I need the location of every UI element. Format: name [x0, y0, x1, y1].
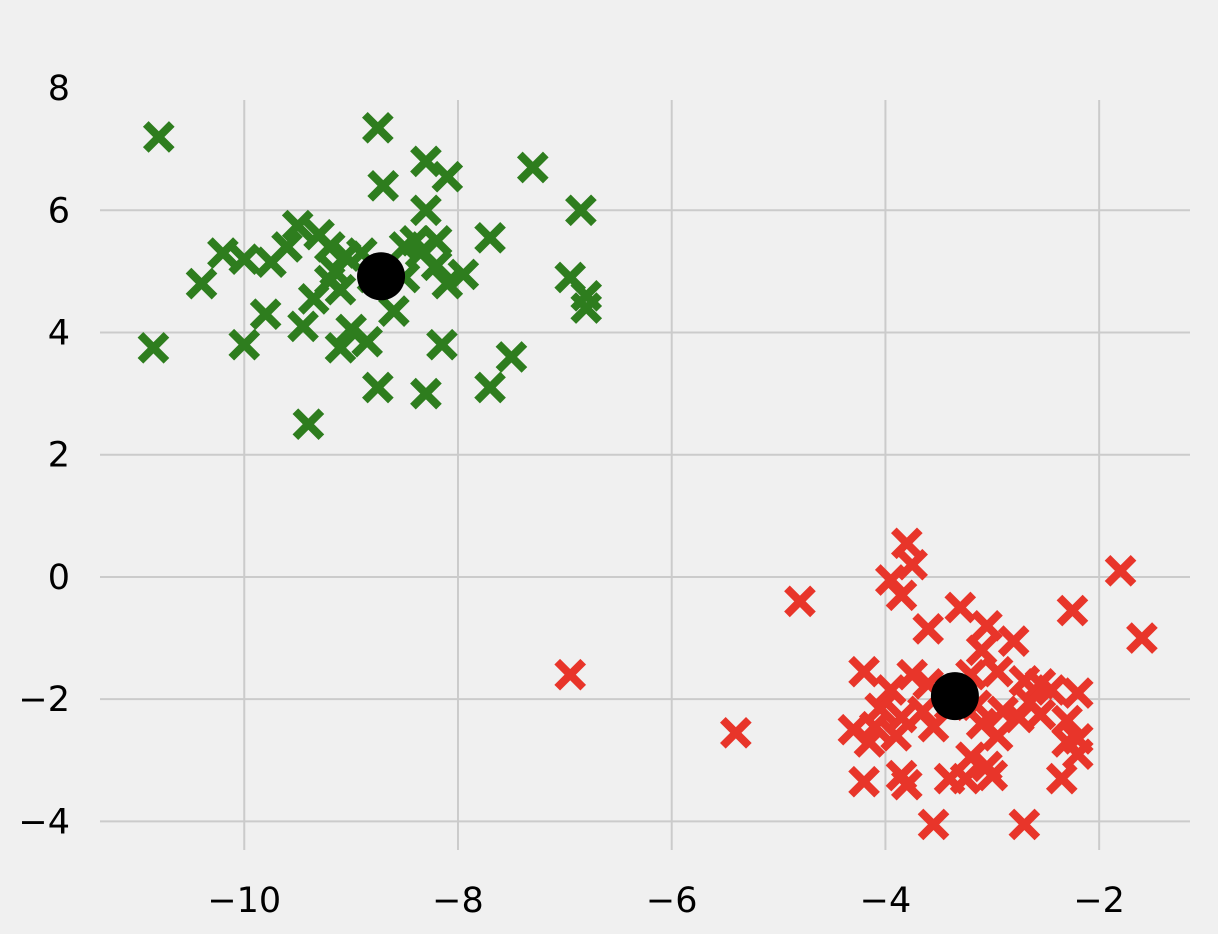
x-marker-point — [1008, 808, 1041, 841]
x-marker-point — [971, 610, 1003, 642]
y-tick-label: 6 — [48, 191, 70, 231]
x-marker-point — [362, 371, 394, 404]
y-tick-label: −4 — [18, 802, 70, 842]
x-marker-point — [351, 325, 383, 358]
x-marker-point — [431, 160, 464, 193]
x-marker-point — [207, 237, 239, 269]
x-marker-point — [287, 310, 319, 343]
x-marker-point — [495, 341, 528, 373]
x-marker-point — [297, 283, 330, 315]
x-marker-point — [1024, 698, 1057, 731]
y-tick-label: −2 — [18, 680, 70, 720]
x-marker-point — [570, 292, 603, 324]
x-marker-point — [1045, 762, 1078, 795]
x-marker-point — [885, 579, 918, 612]
x-marker-point — [997, 625, 1030, 657]
x-marker-point — [367, 170, 400, 202]
y-axis-tick-labels: −4 −2 0 2 4 6 8 — [18, 69, 70, 842]
x-marker-point — [896, 658, 928, 691]
y-tick-label: 0 — [48, 558, 70, 598]
x-marker-point — [410, 194, 442, 227]
x-marker-point — [228, 243, 261, 275]
centroid-point — [357, 252, 406, 301]
x-marker-point — [874, 674, 907, 706]
centroid-point — [930, 672, 979, 721]
x-marker-point — [431, 267, 464, 300]
x-marker-point — [447, 258, 480, 291]
x-marker-point — [890, 527, 923, 560]
x-marker-point — [292, 408, 325, 440]
x-marker-point — [848, 655, 880, 688]
x-marker-point — [185, 267, 218, 300]
x-marker-point — [554, 658, 587, 691]
x-marker-point — [896, 548, 928, 581]
x-marker-point — [324, 273, 357, 306]
y-tick-label: 2 — [48, 436, 70, 476]
x-marker-point — [1056, 594, 1089, 627]
grid — [100, 100, 1190, 850]
x-tick-label: −6 — [646, 881, 698, 921]
x-marker-point — [378, 295, 410, 327]
x-marker-point — [981, 720, 1014, 752]
series-0 — [137, 111, 603, 440]
x-marker-point — [249, 298, 282, 330]
x-marker-point — [281, 209, 314, 242]
x-tick-label: −4 — [860, 881, 912, 921]
x-axis-tick-labels: −10 −8 −6 −4 −2 — [207, 881, 1125, 921]
x-marker-point — [848, 765, 880, 798]
x-marker-point — [880, 720, 912, 752]
y-tick-label: 4 — [48, 314, 70, 354]
x-marker-point — [912, 613, 945, 645]
x-marker-point — [1104, 555, 1137, 587]
x-marker-point — [987, 695, 1019, 728]
x-marker-point — [890, 768, 923, 801]
series-1 — [554, 527, 1158, 841]
x-marker-point — [917, 808, 950, 841]
x-marker-point — [420, 249, 453, 282]
x-marker-point — [516, 151, 549, 184]
x-marker-point — [137, 331, 170, 364]
x-marker-point — [474, 371, 506, 404]
x-marker-point — [853, 726, 886, 758]
x-marker-point — [1035, 674, 1067, 706]
x-marker-point — [944, 591, 977, 624]
x-tick-label: −10 — [207, 881, 281, 921]
y-tick-label: 8 — [48, 69, 70, 109]
x-marker-point — [976, 759, 1009, 792]
x-marker-point — [362, 111, 394, 144]
x-marker-point — [426, 328, 458, 361]
centroids — [357, 252, 979, 721]
x-marker-point — [142, 121, 175, 153]
data-points — [137, 111, 1158, 841]
x-marker-point — [917, 710, 950, 743]
x-marker-point — [474, 221, 506, 254]
x-marker-point — [1061, 738, 1094, 770]
x-tick-label: −8 — [432, 881, 484, 921]
x-marker-point — [228, 328, 261, 361]
x-marker-point — [1061, 677, 1094, 709]
x-tick-label: −2 — [1073, 881, 1125, 921]
x-marker-point — [410, 145, 442, 178]
x-marker-point — [949, 762, 982, 795]
x-marker-point — [1126, 622, 1158, 654]
x-marker-point — [565, 194, 597, 227]
x-marker-point — [784, 585, 816, 618]
x-marker-point — [410, 377, 442, 410]
x-marker-point — [720, 716, 752, 749]
x-marker-point — [313, 231, 346, 263]
x-marker-point — [255, 246, 287, 279]
x-marker-point — [981, 655, 1014, 688]
x-marker-point — [324, 331, 357, 364]
